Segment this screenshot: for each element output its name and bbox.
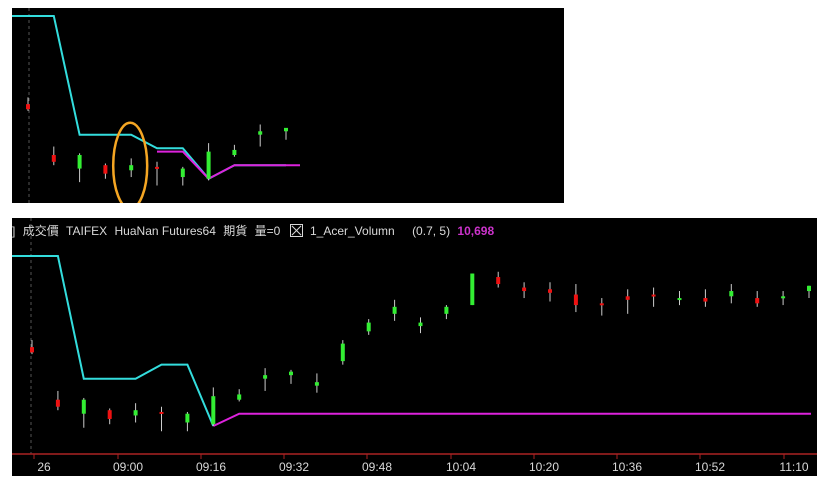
x-tick-label-3: 09:32 <box>279 460 309 474</box>
legend-bracket: ] <box>12 224 16 238</box>
bottom-candle-26 <box>703 298 708 302</box>
bottom-candle-25 <box>677 298 682 301</box>
legend-product: 期貨 <box>223 224 248 238</box>
legend-broker: HuaNan Futures64 <box>114 224 216 238</box>
bottom-candle-3 <box>107 410 112 419</box>
highlight-ellipse <box>111 121 149 203</box>
x-tick-label-4: 09:48 <box>362 460 392 474</box>
bottom-candle-28 <box>755 298 760 304</box>
bottom-candle-18 <box>496 277 501 285</box>
top-candle-0 <box>26 104 30 110</box>
bottom-price-line <box>12 255 215 427</box>
top-candle-2 <box>77 155 82 169</box>
legend-indicator-value: 10,698 <box>457 224 495 238</box>
bottom-candle-30 <box>807 285 811 292</box>
bottom-candle-13 <box>366 322 371 332</box>
bottom-chart-canvas: 26 09:00 09:16 09:32 09:48 10:04 10:20 10:36 10:… <box>12 218 817 474</box>
top-candle-1 <box>51 155 56 162</box>
x-tick-label-8: 10:52 <box>695 460 725 474</box>
top-indicator-line <box>157 150 300 180</box>
x-tick-label-2: 09:16 <box>196 460 226 474</box>
legend-volume: 量=0 <box>254 224 281 238</box>
top-candle-4 <box>129 165 134 171</box>
legend-indicator-params: (0.7, 5) <box>412 224 451 238</box>
top-candle-6 <box>180 168 185 178</box>
bottom-candle-6 <box>185 413 190 423</box>
chart-legend: ] 成交價 TAIFEX HuaNan Futures64 期貨 量=0 1_A… <box>12 222 498 240</box>
legend-exchange: TAIFEX <box>66 224 108 238</box>
x-tick-label-7: 10:36 <box>612 460 642 474</box>
bottom-candle-22 <box>599 303 604 306</box>
bottom-candle-29 <box>781 296 786 299</box>
bottom-candle-7 <box>211 396 216 425</box>
legend-price-label: 成交價 <box>22 224 59 238</box>
bottom-candle-17 <box>470 273 475 306</box>
bottom-candle-5 <box>159 411 164 414</box>
top-chart-canvas <box>12 8 300 203</box>
bottom-candle-20 <box>548 289 552 293</box>
bottom-indicator-line <box>212 412 811 427</box>
x-tick-label-5: 10:04 <box>446 460 476 474</box>
legend-indicator-name: 1_Acer_Volumn <box>309 224 395 238</box>
bottom-candle-8 <box>237 394 242 400</box>
x-tick-label-9: 11:10 <box>779 460 808 474</box>
top-chart-panel <box>12 8 564 203</box>
top-candle-8 <box>232 149 237 156</box>
x-tick-label-0: 26 <box>37 460 51 474</box>
bottom-candle-9 <box>263 375 268 379</box>
bottom-candle-27 <box>729 291 734 297</box>
bottom-candle-0 <box>30 347 34 353</box>
top-candle-5 <box>155 166 159 169</box>
bottom-candle-2 <box>81 399 86 414</box>
bottom-candle-12 <box>340 343 345 362</box>
bottom-candle-4 <box>133 410 138 416</box>
bottom-candle-23 <box>625 296 630 300</box>
top-candle-3 <box>103 165 108 174</box>
bottom-candle-11 <box>314 382 319 386</box>
bottom-candle-16 <box>444 306 449 314</box>
bottom-candle-10 <box>289 371 293 376</box>
top-candle-10 <box>284 127 288 132</box>
top-candle-7 <box>206 151 211 179</box>
bottom-candle-19 <box>522 287 527 292</box>
bottom-candle-14 <box>392 306 397 314</box>
bottom-candle-15 <box>418 322 423 327</box>
x-tick-label-6: 10:20 <box>529 460 559 474</box>
bottom-chart-panel: ] 成交價 TAIFEX HuaNan Futures64 期貨 量=0 1_A… <box>12 218 817 476</box>
x-tick-label-1: 09:00 <box>113 460 143 474</box>
bottom-candle-21 <box>573 294 578 306</box>
indicator-close-icon[interactable] <box>289 224 303 237</box>
top-candle-9 <box>258 131 263 135</box>
bottom-candle-1 <box>55 399 60 407</box>
bottom-candle-24 <box>651 294 656 297</box>
top-price-line <box>12 15 286 180</box>
